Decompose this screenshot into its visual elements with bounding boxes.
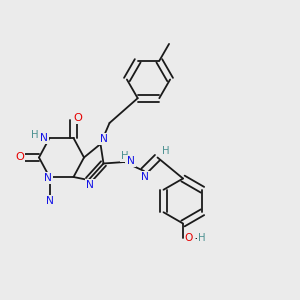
Text: O: O <box>73 112 82 123</box>
Text: O: O <box>15 152 24 163</box>
Text: N: N <box>40 133 48 143</box>
Text: N: N <box>127 156 134 167</box>
Text: H: H <box>198 233 206 243</box>
Text: N: N <box>46 196 53 206</box>
Text: N: N <box>141 172 149 182</box>
Text: H: H <box>162 146 170 157</box>
Text: N: N <box>44 172 52 183</box>
Text: N: N <box>100 134 107 144</box>
Text: O: O <box>185 233 193 243</box>
Text: -: - <box>195 232 199 245</box>
Text: H: H <box>121 151 129 161</box>
Text: H: H <box>32 130 39 140</box>
Text: N: N <box>86 180 94 190</box>
